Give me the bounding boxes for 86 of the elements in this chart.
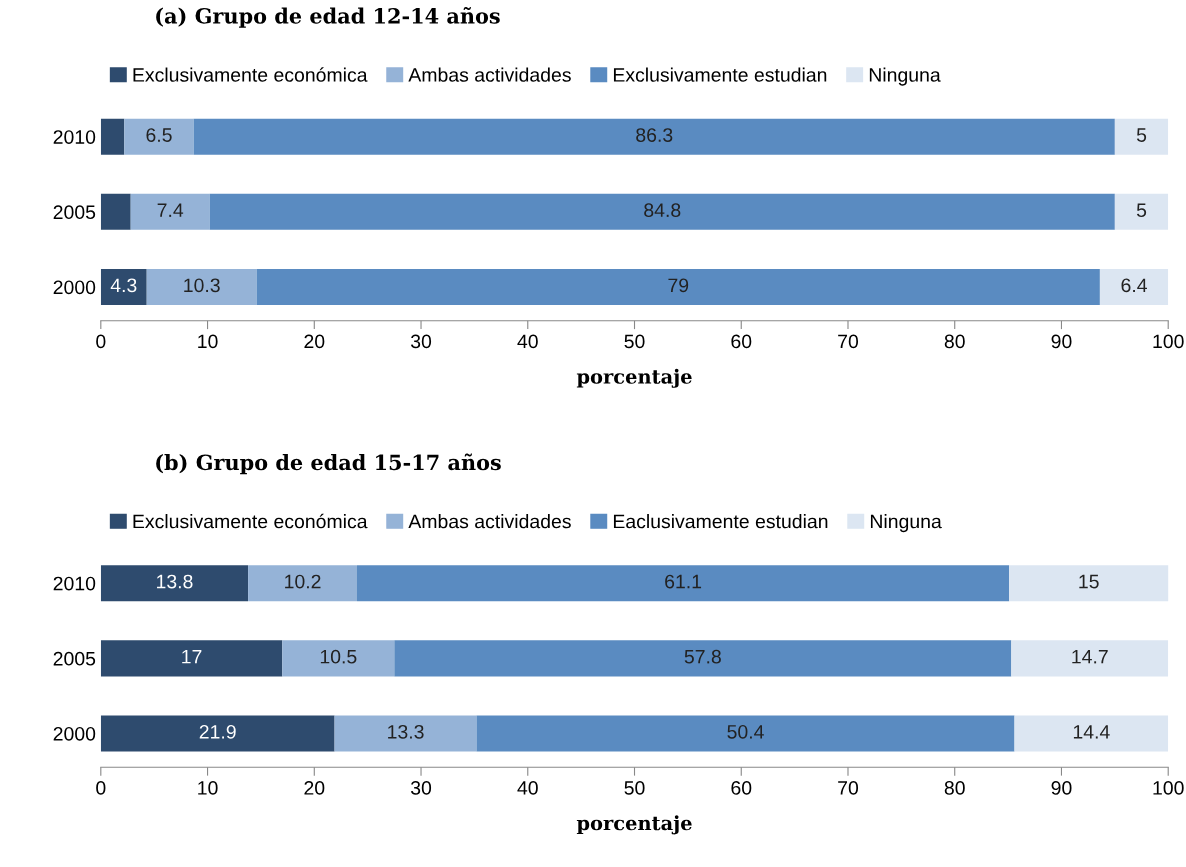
legend-label: Ambas actividades: [408, 67, 571, 82]
x-tick-label: 50: [624, 334, 645, 349]
chart-title: (a) Grupo de edad 12-14 años: [156, 6, 500, 28]
x-tick-label: 100: [1153, 781, 1184, 795]
bar: [1114, 118, 1169, 155]
bar: [100, 118, 125, 155]
bar: [100, 715, 335, 752]
data-label: 21.9: [199, 724, 236, 739]
x-tick-label: 60: [731, 781, 752, 795]
x-tick-label: 80: [944, 781, 965, 795]
data-label: 7.4: [157, 203, 184, 217]
x-tick-label: 60: [731, 334, 752, 349]
y-tick-label: 2000: [53, 726, 96, 741]
data-label: 15: [1079, 574, 1099, 589]
bar: [193, 118, 1115, 155]
data-label: 14.4: [1073, 725, 1110, 739]
legend-label: Ambas actividades: [408, 514, 571, 529]
x-tick-label: 70: [838, 334, 859, 349]
data-label: 6.5: [146, 128, 172, 142]
bar: [100, 565, 249, 602]
bar: [100, 268, 147, 306]
data-label: 17: [182, 649, 202, 664]
bar: [476, 715, 1015, 752]
x-tick-label: 20: [304, 781, 325, 795]
bar: [146, 268, 257, 306]
x-axis-title: porcentaje: [576, 815, 692, 835]
y-tick-label: 2010: [53, 576, 96, 591]
y-tick-label: 2005: [53, 651, 96, 666]
legend-label: Ninguna: [870, 514, 942, 533]
x-tick-label: 100: [1153, 334, 1184, 349]
data-label: 14.7: [1072, 649, 1108, 664]
x-tick-label: 40: [517, 781, 538, 795]
bar: [1114, 193, 1169, 230]
data-label: 4.3: [110, 278, 137, 293]
x-tick-label: 0: [96, 334, 106, 349]
x-tick-label: 30: [410, 334, 432, 349]
y-tick-label: 2010: [53, 130, 96, 144]
legend-label: Exclusivamente económica: [133, 67, 368, 82]
bar: [1014, 715, 1169, 752]
y-tick-label: 2005: [53, 205, 96, 220]
bar: [1099, 268, 1169, 306]
data-label: 13.8: [157, 574, 193, 589]
bar: [256, 268, 1100, 306]
data-label: 10.2: [285, 574, 321, 589]
legend-label: Exclusivamente económica: [133, 513, 368, 529]
bar: [209, 193, 1115, 230]
data-label: 5: [1136, 128, 1147, 142]
bar: [130, 193, 210, 230]
bar: [282, 640, 395, 677]
bar: [356, 565, 1010, 602]
data-label: 86.3: [636, 128, 673, 142]
x-tick-label: 20: [304, 334, 325, 349]
bar: [100, 193, 131, 230]
data-label: 50.4: [727, 724, 764, 739]
data-label: 10.5: [320, 649, 357, 664]
data-label: 10.3: [184, 278, 220, 293]
x-tick-label: 50: [624, 781, 645, 795]
data-label: 6.4: [1121, 278, 1147, 293]
bar: [100, 640, 283, 677]
data-label: 13.3: [388, 724, 424, 739]
bar: [1009, 565, 1169, 602]
legend-label: Ninguna: [869, 67, 941, 86]
x-tick-label: 40: [517, 334, 538, 349]
x-tick-label: 30: [410, 781, 432, 795]
y-tick-label: 2000: [53, 280, 96, 295]
bar: [248, 565, 357, 602]
bar: [394, 640, 1012, 677]
x-tick-label: 70: [838, 781, 859, 795]
chart-title: (b) Grupo de edad 15-17 años: [156, 453, 501, 475]
bar: [1011, 640, 1169, 677]
legend-label: Eaclusivamente estudian: [613, 514, 828, 529]
x-tick-label: 90: [1051, 781, 1072, 795]
x-tick-label: 10: [198, 781, 218, 795]
bar: [334, 715, 477, 752]
data-label: 84.8: [644, 203, 681, 218]
data-label: 57.8: [684, 649, 721, 664]
x-tick-label: 80: [944, 334, 965, 349]
x-tick-label: 10: [198, 334, 218, 349]
x-axis-title: porcentaje: [576, 368, 692, 388]
legend-label: Exclusivamente estudian: [613, 67, 827, 82]
data-label: 61.1: [665, 574, 702, 589]
data-label: 5: [1136, 203, 1147, 218]
data-label: 79: [668, 278, 689, 293]
x-tick-label: 90: [1051, 334, 1072, 349]
x-tick-label: 0: [96, 781, 106, 795]
bar: [124, 118, 194, 155]
